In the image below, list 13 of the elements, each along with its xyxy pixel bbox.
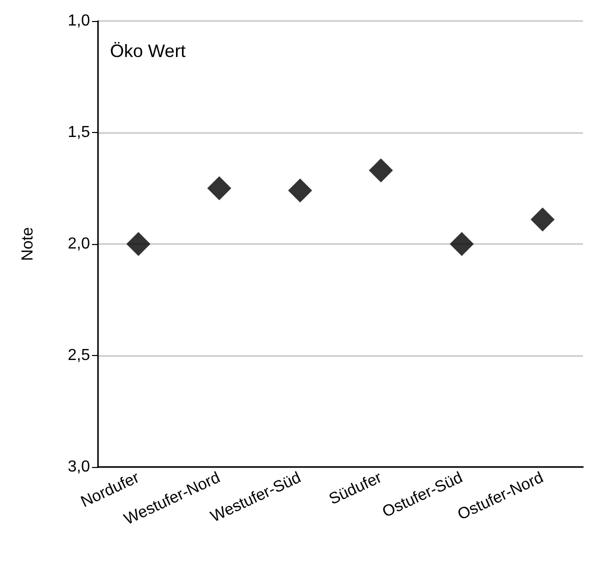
y-axis-title: Note (20, 227, 36, 261)
y-tick-label: 2,5 (68, 347, 90, 364)
y-tick-label: 1,0 (68, 12, 90, 30)
point (450, 232, 474, 256)
point (207, 176, 232, 200)
point (530, 207, 555, 232)
y-tick-label: 3,0 (68, 458, 90, 476)
y-tick-label: 1,5 (68, 124, 90, 141)
point (288, 178, 312, 202)
y-tick-label: 2,0 (68, 236, 90, 252)
annotation: Öko Wert (110, 41, 186, 61)
point (126, 232, 150, 256)
point (368, 158, 393, 182)
